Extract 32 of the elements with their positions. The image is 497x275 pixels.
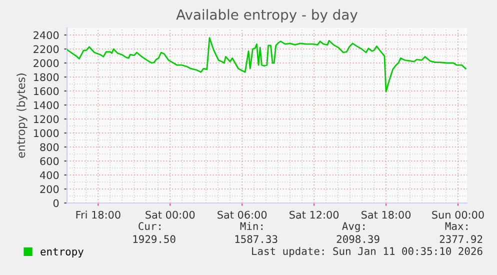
y-tick-label: 800: [40, 143, 59, 152]
x-tick-label: Sat 00:00: [146, 210, 195, 219]
x-tick-label: Sat 06:00: [218, 210, 267, 219]
x-tick-label: Sun 00:00: [432, 210, 484, 219]
text: Cur:: [138, 222, 160, 230]
y-tick-label: 2200: [34, 45, 59, 54]
y-tick-label: 1200: [34, 115, 59, 124]
text: Min:: [240, 222, 262, 230]
y-tick-label: 1600: [34, 87, 59, 96]
text: Last update: Sun Jan 11 00:35:10 2026: [252, 246, 482, 258]
x-tick-label: Sat 12:00: [290, 210, 339, 219]
y-tick-label: 1400: [34, 101, 59, 110]
text: Avg:: [342, 222, 364, 232]
text: 2098.39: [336, 235, 380, 244]
legend-label: entropy: [40, 248, 84, 258]
y-tick-label: 600: [40, 157, 59, 166]
text: 1587.33: [235, 235, 278, 244]
y-tick-label: 1000: [34, 129, 59, 138]
text: Max:: [445, 222, 468, 230]
chart-title: Available entropy - by day: [176, 9, 358, 23]
x-tick-label: Sat 18:00: [362, 210, 411, 219]
line-series: [67, 37, 466, 92]
y-tick-label: 0: [53, 199, 59, 208]
text: 2377.92: [440, 235, 482, 244]
y-axis-title: entropy (bytes): [16, 74, 28, 158]
y-tick-label: 1800: [34, 73, 59, 82]
y-tick-label: 200: [40, 185, 59, 194]
y-tick-label: 2000: [34, 59, 59, 68]
y-tick-label: 2400: [34, 31, 59, 40]
text: 1929.50: [133, 235, 176, 244]
y-tick-label: 400: [40, 171, 59, 180]
x-tick-label: Fri 18:00: [76, 210, 120, 219]
